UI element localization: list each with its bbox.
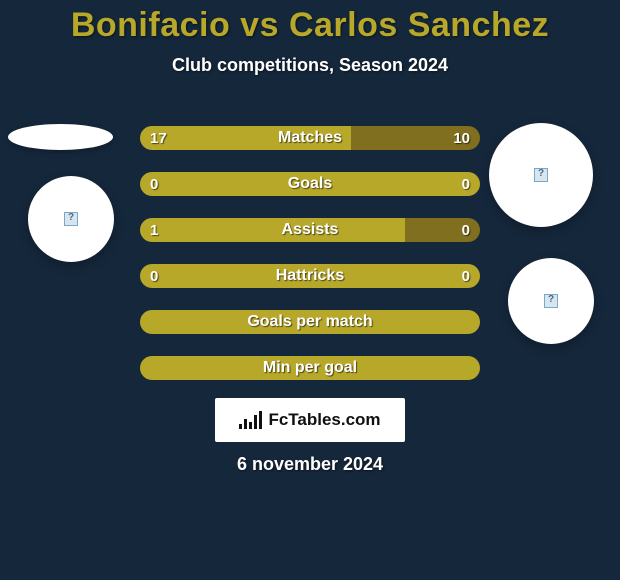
stat-row-goals-per-match: Goals per match: [140, 310, 480, 334]
footer-date: 6 november 2024: [0, 454, 620, 475]
stat-value-right: 0: [462, 218, 470, 242]
stat-value-left: 17: [150, 126, 167, 150]
stat-label: Assists: [140, 218, 480, 242]
stat-row-assists: Assists1 0: [140, 218, 480, 242]
logo-bars-icon: [239, 411, 262, 429]
decor-ellipse: [8, 124, 113, 150]
image-placeholder-icon: [534, 168, 548, 182]
page-title: Bonifacio vs Carlos Sanchez: [0, 0, 620, 45]
stat-label: Min per goal: [140, 356, 480, 380]
stat-value-right: 0: [462, 264, 470, 288]
stat-label: Goals per match: [140, 310, 480, 334]
stat-label: Matches: [140, 126, 480, 150]
player-avatar-2: [489, 123, 593, 227]
stat-value-left: 0: [150, 172, 158, 196]
logo-text: FcTables.com: [268, 410, 380, 430]
stat-value-right: 10: [453, 126, 470, 150]
stat-label: Hattricks: [140, 264, 480, 288]
stat-value-left: 1: [150, 218, 158, 242]
image-placeholder-icon: [64, 212, 78, 226]
fctables-logo: FcTables.com: [215, 398, 405, 442]
stats-container: Matches1710Goals00Assists10Hattricks00Go…: [140, 126, 480, 402]
stat-row-matches: Matches17 10: [140, 126, 480, 150]
player-avatar-1: [28, 176, 114, 262]
stat-row-goals: Goals0 0: [140, 172, 480, 196]
stat-row-hattricks: Hattricks0 0: [140, 264, 480, 288]
stat-row-min-per-goal: Min per goal: [140, 356, 480, 380]
stat-label: Goals: [140, 172, 480, 196]
stat-value-left: 0: [150, 264, 158, 288]
player-avatar-3: [508, 258, 594, 344]
image-placeholder-icon: [544, 294, 558, 308]
stat-value-right: 0: [462, 172, 470, 196]
subtitle: Club competitions, Season 2024: [0, 55, 620, 76]
